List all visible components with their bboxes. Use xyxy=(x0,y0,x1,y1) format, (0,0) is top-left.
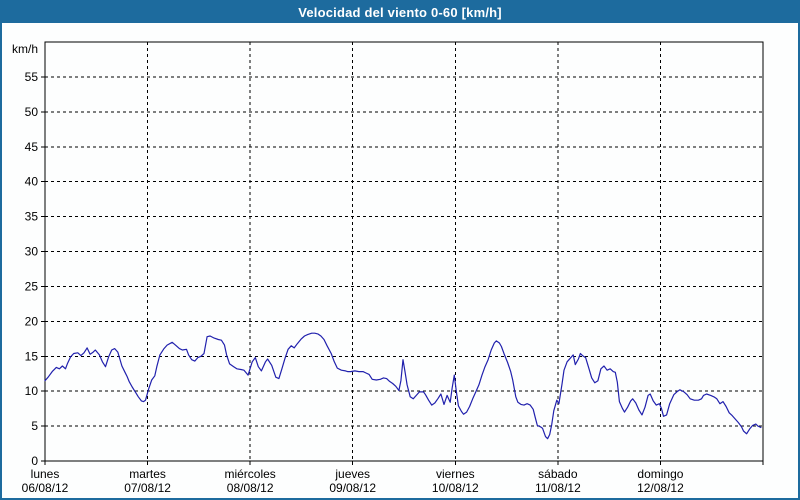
window-titlebar: Velocidad del viento 0-60 [km/h] xyxy=(2,2,798,23)
wind-speed-line xyxy=(44,332,762,440)
x-day-name-label: sábado xyxy=(538,467,578,481)
x-day-date-label: 11/08/12 xyxy=(535,481,581,495)
y-tick-label: 10 xyxy=(25,384,39,398)
y-tick-label: 55 xyxy=(25,70,39,84)
x-day-date-label: 12/08/12 xyxy=(637,481,684,495)
window-title: Velocidad del viento 0-60 [km/h] xyxy=(298,5,502,20)
y-tick-label: 45 xyxy=(25,140,39,154)
x-day-name-label: martes xyxy=(129,467,166,481)
y-tick-label: 35 xyxy=(25,210,39,224)
x-day-date-label: 06/08/12 xyxy=(22,481,69,495)
x-day-name-label: miércoles xyxy=(224,467,275,481)
y-tick-label: 0 xyxy=(31,454,38,468)
x-day-name-label: lunes xyxy=(31,467,60,481)
x-day-name-label: domingo xyxy=(637,467,683,481)
y-tick-label: 25 xyxy=(25,279,39,293)
x-day-name-label: viernes xyxy=(436,467,475,481)
x-day-date-label: 08/08/12 xyxy=(227,481,274,495)
x-day-date-label: 07/08/12 xyxy=(124,481,171,495)
y-tick-label: 50 xyxy=(25,105,39,119)
plot-border xyxy=(44,41,764,462)
x-day-date-label: 09/08/12 xyxy=(329,481,376,495)
x-day-date-label: 10/08/12 xyxy=(432,481,479,495)
y-tick-label: 5 xyxy=(31,419,38,433)
y-tick-label: 15 xyxy=(25,349,39,363)
y-tick-label: 20 xyxy=(25,314,39,328)
x-day-name-label: jueves xyxy=(334,467,370,481)
y-tick-label: 40 xyxy=(25,175,39,189)
y-tick-label: 30 xyxy=(25,245,39,259)
y-axis-unit-label: km/h xyxy=(12,42,38,56)
